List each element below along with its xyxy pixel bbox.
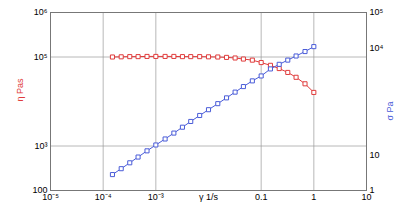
svg-text:1: 1 — [311, 192, 316, 202]
svg-text:10⁵: 10⁵ — [370, 7, 384, 17]
svg-text:10³: 10³ — [34, 141, 47, 151]
svg-text:γ 1/s: γ 1/s — [199, 192, 219, 202]
svg-text:10⁵: 10⁵ — [34, 52, 48, 62]
svg-text:100: 100 — [32, 185, 47, 195]
svg-text:η Pas: η Pas — [15, 78, 25, 102]
svg-text:0.1: 0.1 — [255, 192, 268, 202]
svg-text:10⁻³: 10⁻³ — [148, 192, 164, 202]
svg-text:σ Pa: σ Pa — [385, 102, 395, 121]
svg-text:10⁶: 10⁶ — [34, 7, 48, 17]
svg-text:10⁴: 10⁴ — [370, 43, 384, 53]
svg-text:10⁻⁴: 10⁻⁴ — [95, 192, 112, 202]
svg-text:10: 10 — [361, 191, 372, 202]
svg-text:1: 1 — [370, 185, 375, 195]
svg-text:10⁻⁵: 10⁻⁵ — [42, 191, 59, 202]
svg-text:10: 10 — [370, 150, 380, 160]
